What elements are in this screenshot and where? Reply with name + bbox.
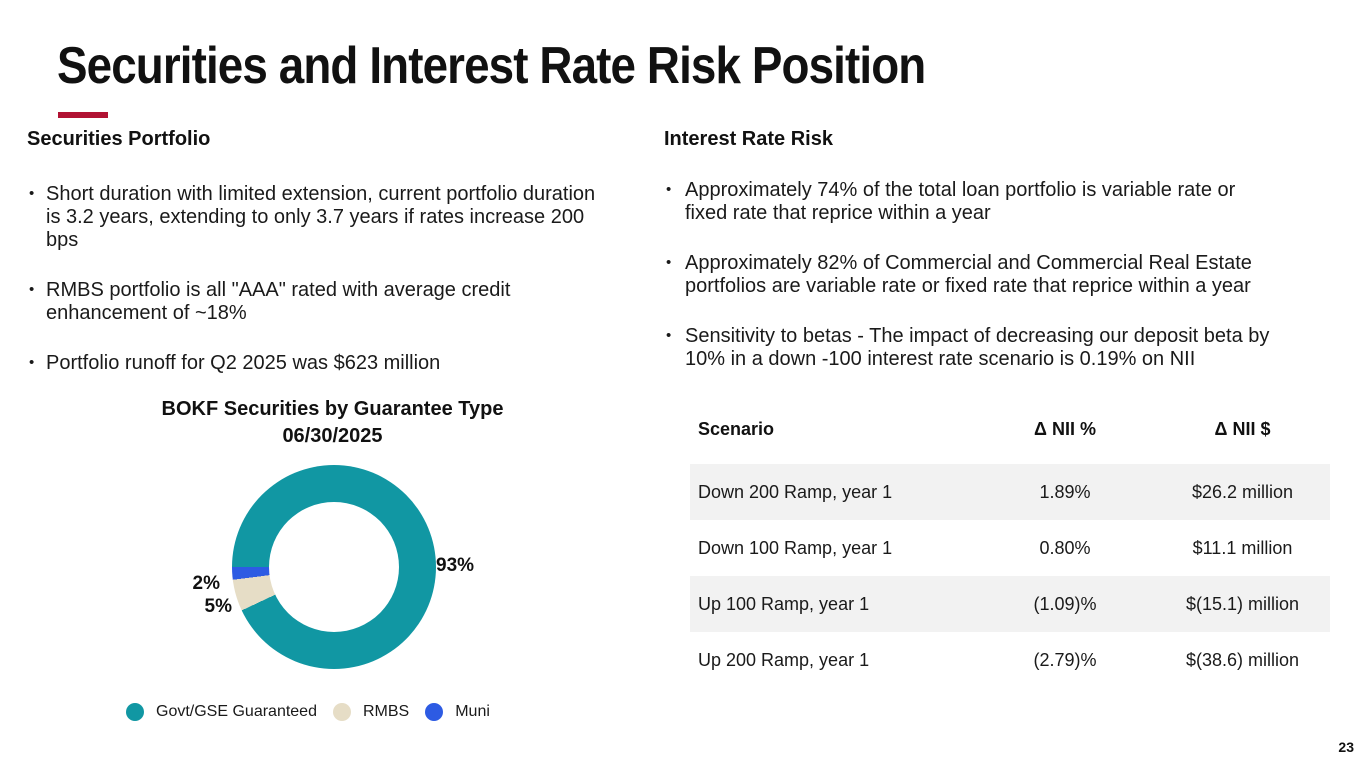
chart-title-line1: BOKF Securities by Guarantee Type — [161, 398, 504, 420]
bullet-icon: • — [29, 354, 35, 371]
slice-label-govt: 93% — [436, 555, 475, 576]
legend-item-muni: Muni — [425, 703, 490, 721]
bullet-text: Approximately 82% of Commercial and Comm… — [685, 252, 1252, 297]
column-header-scenario: Scenario — [698, 418, 775, 439]
table-header-row: Scenario Δ NII % Δ NII $ — [690, 410, 1330, 448]
slice-label-rmbs: 5% — [204, 596, 232, 617]
table-row: Down 200 Ramp, year 1 1.89% $26.2 millio… — [690, 464, 1330, 520]
list-item: • RMBS portfolio is all "AAA" rated with … — [28, 279, 604, 325]
cell-scenario: Up 100 Ramp, year 1 — [698, 593, 870, 614]
chart-title: BOKF Securities by Guarantee Type 06/30/… — [60, 396, 605, 450]
cell-scenario: Down 200 Ramp, year 1 — [698, 481, 893, 502]
cell-nii-dollar: $(38.6) million — [1185, 649, 1300, 670]
legend-label: Muni — [455, 703, 490, 720]
table-body: Down 200 Ramp, year 1 1.89% $26.2 millio… — [690, 464, 1330, 688]
legend-dot-icon — [126, 703, 144, 721]
cell-nii-pct: 0.80% — [1039, 537, 1091, 558]
bullet-icon: • — [29, 281, 35, 298]
bullet-icon: • — [666, 181, 672, 198]
bullet-text: Approximately 74% of the total loan port… — [685, 179, 1236, 224]
cell-nii-pct: 1.89% — [1039, 481, 1091, 502]
bullet-icon: • — [29, 185, 35, 202]
legend-item-govt: Govt/GSE Guaranteed — [126, 703, 317, 721]
bullet-icon: • — [666, 254, 672, 271]
chart-legend: Govt/GSE Guaranteed RMBS Muni — [126, 703, 490, 721]
list-item: • Approximately 74% of the total loan por… — [665, 179, 1275, 225]
interest-rate-risk-heading: Interest Rate Risk — [664, 128, 833, 150]
legend-item-rmbs: RMBS — [332, 703, 410, 721]
bullet-text: Short duration with limited extension, c… — [46, 183, 596, 251]
legend-dot-icon — [425, 703, 444, 721]
securities-portfolio-bullets: • Short duration with limited extension, … — [28, 183, 604, 375]
list-item: • Short duration with limited extension, … — [28, 183, 604, 252]
slice-label-muni: 2% — [192, 573, 220, 594]
table-row: Up 200 Ramp, year 1 (2.79)% $(38.6) mill… — [690, 632, 1330, 688]
list-item: • Approximately 82% of Commercial and Com… — [665, 252, 1275, 298]
legend-label: RMBS — [362, 703, 410, 720]
list-item: • Sensitivity to betas - The impact of de… — [665, 325, 1275, 371]
page-number: 23 — [1338, 739, 1354, 755]
cell-scenario: Down 100 Ramp, year 1 — [698, 537, 893, 558]
cell-nii-dollar: $11.1 million — [1192, 537, 1293, 558]
bullet-text: Sensitivity to betas - The impact of dec… — [685, 325, 1270, 370]
title-accent-bar — [58, 112, 108, 118]
securities-portfolio-heading: Securities Portfolio — [27, 128, 211, 150]
list-item: • Portfolio runoff for Q2 2025 was $623 m… — [28, 352, 604, 375]
column-header-nii-pct: Δ NII % — [1034, 418, 1096, 439]
nii-sensitivity-table: Scenario Δ NII % Δ NII $ Down 200 Ramp, … — [690, 410, 1330, 688]
table-row: Up 100 Ramp, year 1 (1.09)% $(15.1) mill… — [690, 576, 1330, 632]
donut-chart — [232, 465, 436, 669]
cell-nii-pct: (1.09)% — [1033, 593, 1097, 614]
cell-nii-dollar: $26.2 million — [1191, 481, 1294, 502]
bullet-text: Portfolio runoff for Q2 2025 was $623 mi… — [46, 352, 441, 374]
column-header-nii-dollar: Δ NII $ — [1214, 418, 1271, 439]
cell-nii-dollar: $(15.1) million — [1185, 593, 1300, 614]
page-title: Securities and Interest Rate Risk Positi… — [57, 37, 926, 95]
cell-scenario: Up 200 Ramp, year 1 — [698, 649, 870, 670]
bullet-icon: • — [666, 327, 672, 344]
chart-title-date: 06/30/2025 — [282, 425, 383, 447]
table-row: Down 100 Ramp, year 1 0.80% $11.1 millio… — [690, 520, 1330, 576]
interest-rate-risk-bullets: • Approximately 74% of the total loan por… — [665, 179, 1275, 371]
legend-label: Govt/GSE Guaranteed — [156, 703, 317, 720]
cell-nii-pct: (2.79)% — [1033, 649, 1097, 670]
bullet-text: RMBS portfolio is all "AAA" rated with a… — [46, 279, 511, 324]
legend-dot-icon — [332, 703, 351, 721]
